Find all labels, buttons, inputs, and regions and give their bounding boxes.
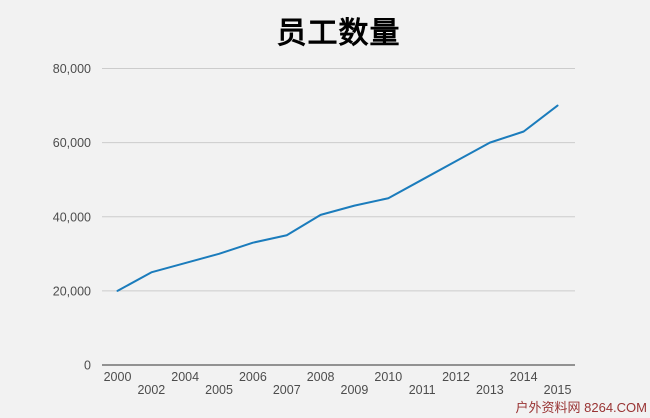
x-tick-label: 2010 [374, 370, 402, 384]
x-tick-label: 2014 [510, 370, 538, 384]
y-tick-label: 80,000 [53, 62, 91, 76]
y-tick-label: 0 [84, 359, 91, 373]
y-tick-label: 60,000 [53, 136, 91, 150]
x-tick-label: 2000 [104, 370, 132, 384]
data-line-series [116, 104, 559, 292]
x-tick-label: 2006 [239, 370, 267, 384]
x-tick-label: 2005 [205, 383, 233, 397]
chart-title: 员工数量 [276, 16, 401, 51]
x-tick-label: 2007 [273, 383, 301, 397]
x-tick-label: 2015 [544, 383, 572, 397]
x-tick-label: 2002 [137, 383, 165, 397]
x-tick-label: 2008 [307, 370, 335, 384]
watermark: 户外资料网 8264.COM [515, 400, 647, 415]
y-tick-label: 20,000 [53, 284, 91, 298]
x-tick-label: 2013 [476, 383, 504, 397]
x-tick-label: 2009 [341, 383, 369, 397]
x-tick-label: 2012 [442, 370, 470, 384]
x-tick-label: 2004 [171, 370, 199, 384]
y-tick-label: 40,000 [53, 210, 91, 224]
x-tick-label: 2011 [409, 383, 436, 397]
